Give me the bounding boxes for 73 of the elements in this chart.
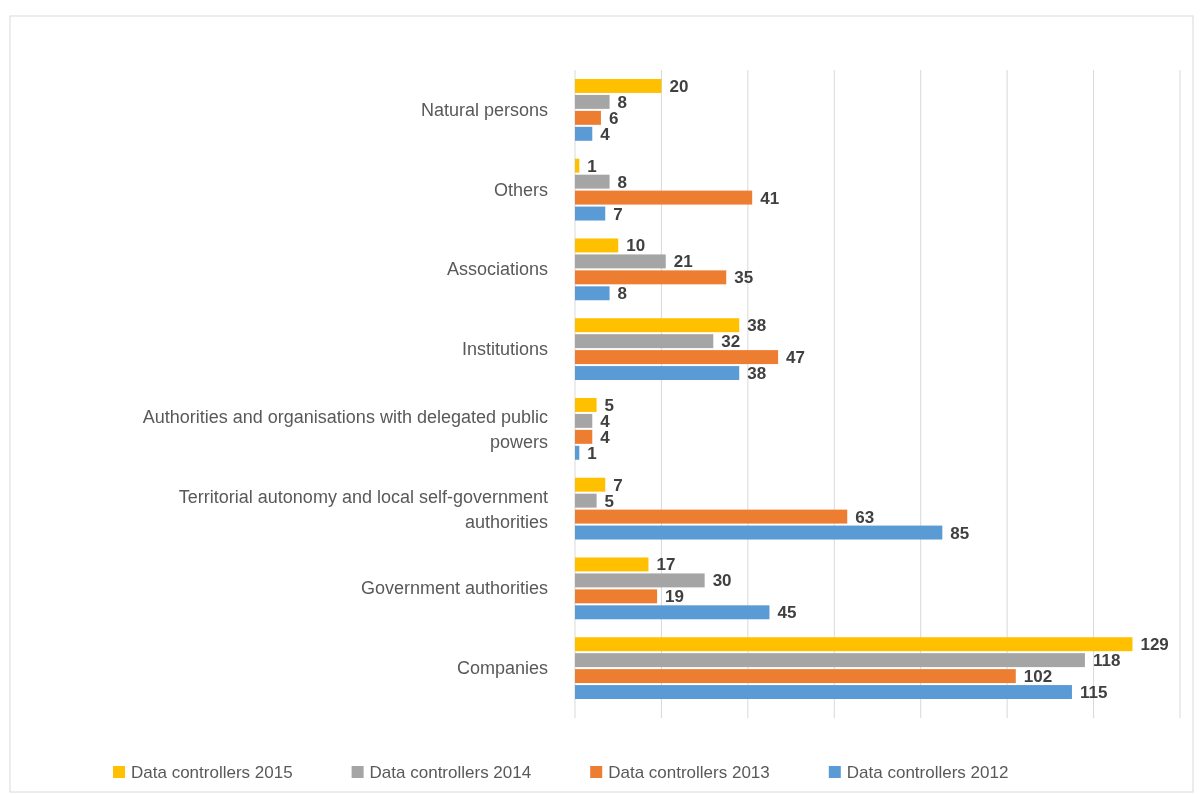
- data-label: 5: [604, 491, 615, 511]
- data-label: 32: [721, 332, 741, 352]
- legend-label: Data controllers 2015: [131, 763, 293, 782]
- bar: [575, 94, 610, 109]
- data-label: 63: [855, 507, 875, 527]
- bar: [575, 190, 753, 205]
- data-label: 38: [747, 316, 767, 336]
- data-label: 30: [712, 571, 732, 591]
- data-label: 8: [617, 92, 628, 112]
- y-tick-label: Natural persons: [420, 99, 548, 120]
- data-label: 38: [747, 364, 767, 384]
- bar: [575, 637, 1133, 652]
- data-label: 8: [617, 172, 628, 192]
- data-label: 41: [760, 188, 780, 208]
- bar: [575, 429, 593, 444]
- bar: [575, 573, 705, 588]
- bar: [575, 286, 610, 301]
- bar: [575, 238, 619, 253]
- data-label: 118: [1092, 651, 1121, 671]
- data-label: 102: [1023, 667, 1053, 687]
- bar: [575, 557, 649, 572]
- bar: [575, 525, 943, 540]
- data-label: 10: [626, 236, 646, 256]
- bar: [575, 110, 601, 125]
- data-label: 1: [587, 156, 597, 176]
- bar: [575, 493, 597, 508]
- data-label: 4: [600, 124, 611, 144]
- y-tick-label: Associations: [446, 259, 548, 280]
- bar: [575, 270, 727, 285]
- legend-label: Data controllers 2014: [369, 763, 532, 782]
- bar: [575, 334, 714, 349]
- bar: [575, 509, 848, 524]
- y-tick-label: Territorial autonomy and local self-government authorities: [178, 486, 548, 532]
- bar: [575, 174, 610, 189]
- data-label: 115: [1079, 683, 1108, 703]
- data-label: 7: [613, 204, 623, 224]
- y-tick-label: Companies: [456, 658, 548, 679]
- bar: [575, 653, 1085, 668]
- bar: [575, 445, 580, 460]
- bar: [575, 413, 593, 428]
- y-tick-label: Government authorities: [360, 578, 548, 599]
- legend-label: Data controllers 2013: [608, 763, 770, 782]
- y-tick-label: Authorities and organisations with delegated public powers: [142, 406, 548, 452]
- bar: [575, 397, 597, 412]
- data-label: 6: [608, 108, 619, 128]
- data-label: 19: [665, 587, 685, 607]
- bar: [575, 254, 666, 269]
- data-label: 47: [786, 348, 806, 368]
- bar: [575, 366, 740, 381]
- bar: [575, 477, 606, 492]
- data-label: 21: [673, 252, 693, 272]
- bar: [575, 206, 606, 221]
- legend-label: Data controllers 2012: [846, 763, 1009, 782]
- y-tick-label: Institutions: [461, 339, 548, 360]
- data-label: 8: [617, 284, 628, 304]
- y-tick-label: Others: [493, 179, 548, 200]
- bar: [575, 350, 779, 365]
- data-label: 1: [587, 443, 597, 463]
- bar: [575, 589, 658, 604]
- data-label: 45: [777, 603, 797, 623]
- bar: [575, 78, 662, 93]
- bar: [575, 158, 580, 173]
- data-label: 85: [950, 523, 970, 543]
- data-label: 7: [613, 475, 623, 495]
- data-label: 129: [1140, 635, 1169, 655]
- data-label: 17: [656, 555, 676, 575]
- data-label: 20: [669, 76, 689, 96]
- bar: [575, 605, 770, 620]
- bar: [575, 318, 740, 333]
- bar: [575, 126, 593, 141]
- data-label: 35: [734, 268, 754, 288]
- bar: [575, 669, 1016, 684]
- bar: [575, 685, 1072, 700]
